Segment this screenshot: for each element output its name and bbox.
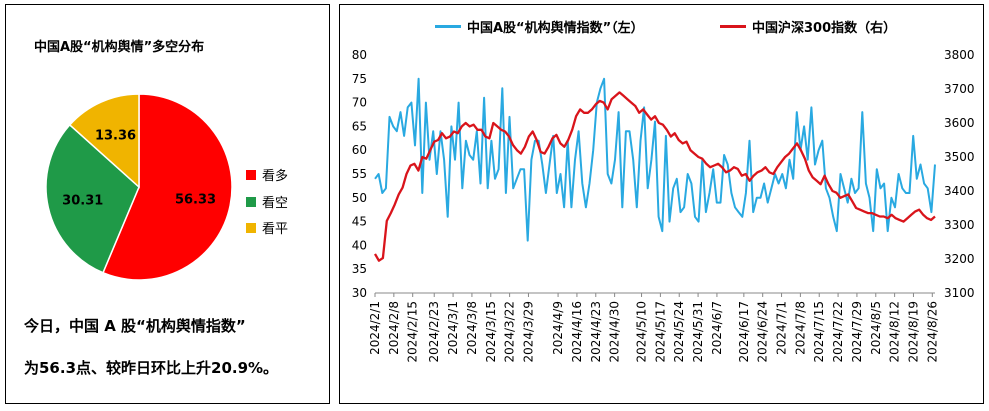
y-right-tick-3: 3400 [944, 184, 975, 198]
y-right-tick-2: 3300 [944, 218, 975, 232]
y-right-tick-1: 3200 [944, 252, 975, 266]
y-left-tick-4: 50 [352, 191, 367, 205]
x-tick-label-14: 2024/5/17 [653, 301, 667, 363]
x-tick-label-17: 2024/6/7 [710, 301, 724, 355]
y-left-tick-5: 55 [352, 167, 367, 181]
y-left-tick-9: 75 [352, 72, 367, 86]
pie-slice-1 [45, 123, 140, 274]
x-tick-label-6: 2024/3/15 [484, 301, 498, 363]
pie-value-label-0: 56.33 [175, 192, 216, 207]
legend-sentiment: 中国A股“机构舆情指数”（左） [435, 17, 644, 36]
pie-slice-2 [68, 93, 140, 189]
y-left-tick-6: 60 [352, 143, 367, 157]
legend-line-index [720, 25, 746, 28]
x-tick-label-18: 2024/6/17 [737, 301, 751, 363]
x-tick-label-11: 2024/4/23 [589, 301, 603, 363]
pie-value-label-2: 13.36 [95, 128, 136, 143]
x-tick-label-13: 2024/5/10 [635, 301, 649, 363]
y-left-tick-10: 80 [352, 48, 367, 62]
legend-line-sentiment [435, 25, 461, 28]
legend-label-sentiment: 中国A股“机构舆情指数”（左） [467, 21, 644, 36]
y-left-tick-8: 70 [352, 96, 367, 110]
x-tick-label-5: 2024/3/8 [465, 301, 479, 355]
series-line-0 [374, 77, 936, 242]
pie-legend-bull: 看多 [246, 165, 288, 184]
x-tick-label-12: 2024/4/30 [608, 301, 622, 363]
pie-legend-neutral: 看平 [246, 218, 288, 237]
x-tick-label-20: 2024/7/1 [775, 301, 789, 355]
pie-legend-bear: 看空 [246, 192, 288, 211]
y-right-tick-6: 3700 [944, 82, 975, 96]
x-tick-label-16: 2024/5/31 [691, 301, 705, 363]
legend-label-index: 中国沪深300指数（右） [752, 21, 897, 36]
y-right-tick-0: 3100 [944, 286, 975, 300]
y-left-tick-3: 45 [352, 215, 367, 229]
y-left-tick-2: 40 [352, 238, 367, 252]
legend-swatch-neutral [246, 222, 256, 233]
x-tick-label-28: 2024/8/26 [925, 301, 939, 363]
pie-chart: 56.33 30.31 13.36 [45, 93, 233, 281]
x-tick-label-22: 2024/7/15 [812, 301, 826, 363]
y-right-tick-7: 3800 [944, 48, 975, 62]
y-left-tick-7: 65 [352, 119, 367, 133]
x-tick-label-27: 2024/8/19 [906, 301, 920, 363]
legend-swatch-bear [246, 196, 256, 207]
legend-label-bull: 看多 [262, 169, 289, 184]
x-tick-label-2: 2024/2/15 [406, 301, 420, 363]
y-right-tick-4: 3500 [944, 150, 975, 164]
x-tick-label-15: 2024/5/24 [672, 301, 686, 363]
x-tick-label-26: 2024/8/12 [888, 301, 902, 363]
legend-swatch-bull [246, 169, 256, 180]
x-tick-label-19: 2024/6/24 [756, 301, 770, 363]
series-line-1 [374, 91, 936, 262]
x-tick-label-3: 2024/2/23 [427, 301, 441, 363]
x-tick-label-8: 2024/3/29 [521, 301, 535, 363]
y-left-tick-0: 30 [352, 286, 367, 300]
x-tick-label-25: 2024/8/5 [869, 301, 883, 355]
pie-title: 中国A股“机构舆情”多空分布 [34, 40, 205, 55]
legend-label-bear: 看空 [262, 196, 289, 211]
x-tick-label-24: 2024/7/29 [850, 301, 864, 363]
y-left-tick-1: 35 [352, 262, 367, 276]
pie-panel: 中国A股“机构舆情”多空分布 56.33 30.31 13.36 今日，中国 A 股… [5, 4, 330, 404]
pie-value-label-1: 30.31 [62, 194, 103, 209]
summary-line-1: 今日，中国 A 股“机构舆情指数” [24, 317, 246, 335]
x-tick-label-0: 2024/2/1 [368, 301, 382, 355]
pie-slice-0 [101, 93, 233, 281]
x-tick-label-9: 2024/4/9 [551, 301, 565, 355]
x-tick-label-10: 2024/4/16 [570, 301, 584, 363]
legend-label-neutral: 看平 [262, 222, 289, 237]
y-right-tick-5: 3600 [944, 116, 975, 130]
x-tick-label-7: 2024/3/22 [503, 301, 517, 363]
line-chart: 30 35 40 45 50 55 60 65 70 75 80 3100 3200 3300 3400 35… [352, 48, 975, 363]
legend-index: 中国沪深300指数（右） [720, 17, 896, 36]
summary-line-2: 为56.3点、较昨日环比上升20.9%。 [24, 359, 279, 377]
x-tick-label-1: 2024/2/8 [387, 301, 401, 355]
x-tick-label-23: 2024/7/22 [831, 301, 845, 363]
x-tick-label-21: 2024/7/8 [793, 301, 807, 355]
line-panel: 中国A股“机构舆情指数”（左） 中国沪深300指数（右） 30 35 40 45 50 5… [339, 4, 984, 404]
x-tick-label-4: 2024/3/1 [446, 301, 460, 355]
